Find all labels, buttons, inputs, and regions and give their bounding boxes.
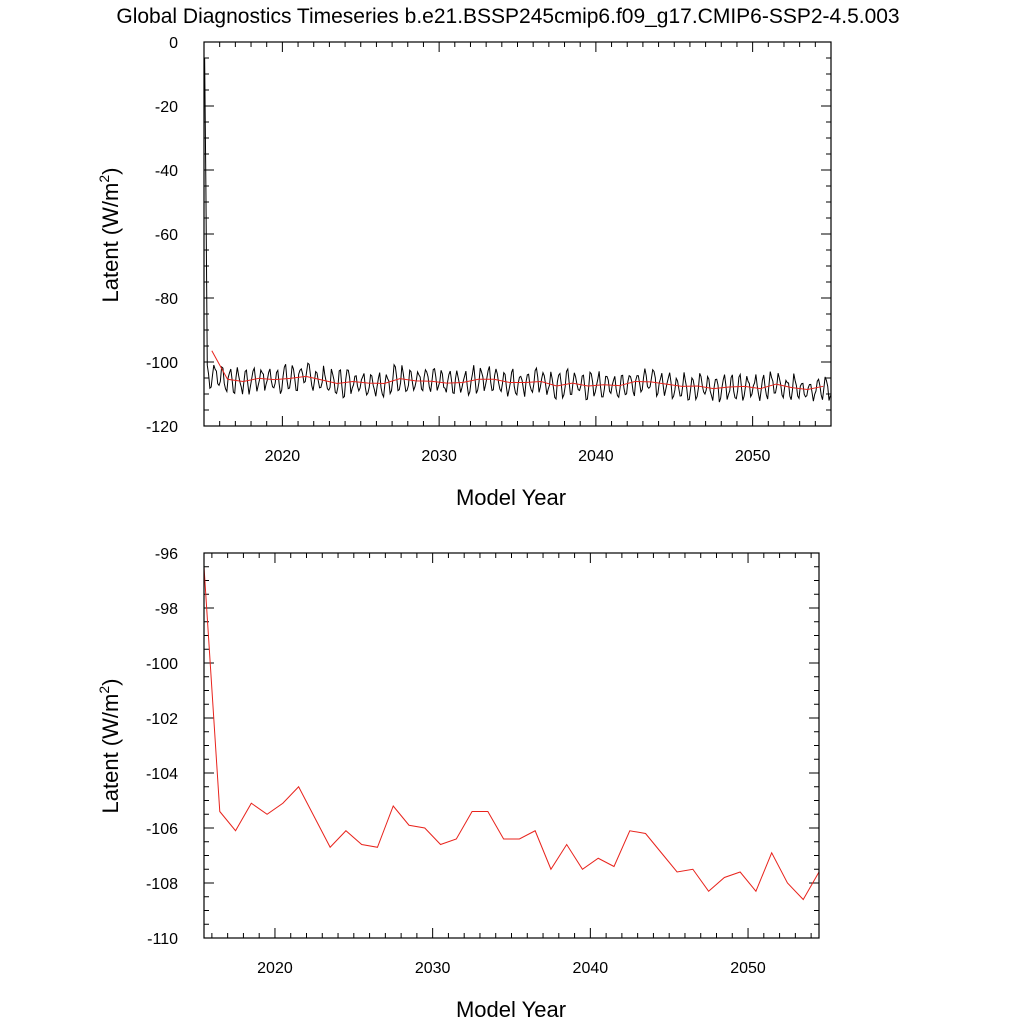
bottom-panel-y-axis-label: Latent (W/m2) [96,679,123,814]
top-panel-y-tick-label: -40 [155,163,178,180]
bottom-panel-tick-labels: 2020 2030 2040 2050 -110 -108 -106 -104 -102 -100… [146,546,766,977]
top-panel-y-axis-label-text: Latent (W/m [98,183,123,303]
bottom-panel-y-tick-label: -110 [147,931,178,948]
bottom-panel-ticks [204,552,819,939]
bottom-panel-y-tick-label: -104 [146,766,178,783]
top-panel-y-tick-label: 0 [169,35,178,52]
top-panel-ticks [203,41,832,427]
top-panel: 2020 2030 2040 2050 -120 -100 -80 -60 -40 -20 0 Mo… [96,35,832,510]
top-panel-frame [203,41,832,427]
top-panel-x-tick-label: 2040 [578,448,614,465]
top-panel-y-axis-label-sup: 2 [96,175,112,183]
top-panel-x-tick-label: 2030 [421,448,457,465]
top-panel-marks [204,57,831,403]
top-panel-x-axis-label: Model Year [456,485,566,510]
bottom-panel-x-tick-label: 2050 [730,960,766,977]
top-panel-series-monthly-line [204,57,831,403]
top-panel-y-axis-label-close: ) [98,168,123,175]
top-panel-y-tick-label: -80 [155,291,178,308]
top-panel-x-tick-label: 2020 [265,448,301,465]
bottom-panel-y-tick-label: -100 [146,656,178,673]
bottom-panel-y-tick-label: -106 [146,821,178,838]
bottom-panel-y-tick-label: -98 [155,601,178,618]
bottom-panel-marks [203,566,820,901]
chart-title: Global Diagnostics Timeseries b.e21.BSSP… [116,5,899,28]
bottom-panel-y-axis-label-text: Latent (W/m [98,694,123,814]
top-panel-series-annual-mean-line [211,350,824,391]
top-panel-y-tick-label: -60 [155,227,178,244]
bottom-panel-y-tick-label: -102 [146,711,178,728]
bottom-panel-y-axis-label-sup: 2 [96,686,112,694]
top-panel-y-tick-label: -100 [146,355,178,372]
bottom-panel-frame [203,552,820,939]
bottom-panel-x-tick-label: 2020 [257,960,293,977]
bottom-panel-y-tick-label: -108 [146,876,178,893]
bottom-panel: 2020 2030 2040 2050 -110 -108 -106 -104 -102 -100… [96,546,820,1022]
bottom-panel-y-tick-label: -96 [155,546,178,563]
top-panel-y-tick-label: -20 [155,99,178,116]
top-panel-tick-labels: 2020 2030 2040 2050 -120 -100 -80 -60 -40 -20 0 [146,35,771,465]
top-panel-x-tick-label: 2050 [735,448,771,465]
top-panel-y-tick-label: -120 [146,419,178,436]
bottom-panel-series-annual-mean-line [203,566,820,901]
bottom-panel-y-axis-label-close: ) [98,679,123,686]
bottom-panel-x-tick-label: 2040 [573,960,609,977]
bottom-panel-x-axis-label: Model Year [456,997,566,1022]
top-panel-y-axis-label: Latent (W/m2) [96,168,123,303]
bottom-panel-x-tick-label: 2030 [415,960,451,977]
